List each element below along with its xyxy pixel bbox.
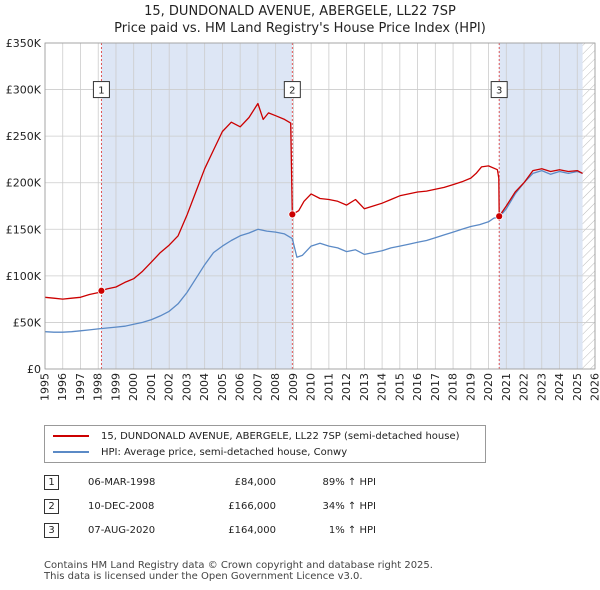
y-tick-label: £0 bbox=[27, 363, 41, 376]
x-tick-label: 2017 bbox=[429, 373, 442, 401]
legend: 15, DUNDONALD AVENUE, ABERGELE, LL22 7SP… bbox=[44, 425, 486, 463]
sale-price: £166,000 bbox=[228, 500, 276, 512]
plot-border bbox=[44, 42, 596, 370]
y-tick-label: £50K bbox=[13, 316, 42, 329]
x-tick-label: 2026 bbox=[589, 373, 600, 401]
x-tick-label: 2020 bbox=[482, 373, 495, 401]
x-tick-label: 1996 bbox=[56, 373, 69, 401]
x-tick-label: 2011 bbox=[322, 373, 335, 401]
sale-hpi-diff: 1% ↑ HPI bbox=[328, 524, 376, 536]
x-tick-label: 2003 bbox=[180, 373, 193, 401]
shaded-period bbox=[101, 43, 293, 369]
x-tick-label: 2001 bbox=[145, 373, 158, 401]
sale-number-badge: 3 bbox=[44, 522, 59, 538]
x-tick-label: 2018 bbox=[447, 373, 460, 401]
sale-point bbox=[97, 286, 106, 295]
property-price-line bbox=[44, 102, 583, 300]
sale-date: 06-MAR-1998 bbox=[88, 476, 156, 488]
y-tick-label: £300K bbox=[6, 84, 42, 97]
sale-label-box bbox=[283, 81, 301, 99]
x-tick-label: 2015 bbox=[393, 373, 406, 401]
sale-number-badge: 2 bbox=[44, 498, 59, 514]
sale-label-box bbox=[92, 81, 110, 99]
sale-label-number: 2 bbox=[289, 86, 295, 97]
x-tick-label: 2009 bbox=[287, 373, 300, 401]
sale-date: 07-AUG-2020 bbox=[88, 524, 156, 536]
sale-hpi-diff: 34% ↑ HPI bbox=[322, 500, 376, 512]
table-row: 1 06-MAR-1998 £84,000 89% ↑ HPI bbox=[44, 470, 376, 494]
footer-licence: This data is licensed under the Open Gov… bbox=[44, 571, 363, 582]
sale-price: £84,000 bbox=[234, 476, 276, 488]
x-tick-label: 2012 bbox=[340, 373, 353, 401]
x-tick-label: 2021 bbox=[500, 373, 513, 401]
y-tick-label: £250K bbox=[6, 130, 42, 143]
x-tick-label: 2013 bbox=[358, 373, 371, 401]
x-tick-label: 1995 bbox=[39, 373, 52, 401]
x-tick-label: 2002 bbox=[163, 373, 176, 401]
sale-point bbox=[495, 212, 504, 221]
table-row: 3 07-AUG-2020 £164,000 1% ↑ HPI bbox=[44, 518, 376, 542]
sale-label-box bbox=[490, 81, 508, 99]
y-tick-label: £200K bbox=[6, 177, 42, 190]
x-tick-label: 2025 bbox=[571, 373, 584, 401]
chart-title: 15, DUNDONALD AVENUE, ABERGELE, LL22 7SP bbox=[144, 4, 456, 19]
x-tick-label: 1999 bbox=[109, 373, 122, 401]
sale-label-number: 3 bbox=[496, 86, 502, 97]
legend-swatch-hpi bbox=[53, 451, 89, 453]
sales-table: 1 06-MAR-1998 £84,000 89% ↑ HPI 2 10-DEC… bbox=[44, 470, 376, 542]
x-tick-label: 2006 bbox=[234, 373, 247, 401]
x-tick-label: 2010 bbox=[305, 373, 318, 401]
sale-hpi-diff: 89% ↑ HPI bbox=[322, 476, 376, 488]
sale-date: 10-DEC-2008 bbox=[88, 500, 155, 512]
legend-swatch-property bbox=[53, 435, 89, 437]
legend-label-hpi: HPI: Average price, semi-detached house,… bbox=[101, 446, 348, 458]
sale-label-number: 1 bbox=[98, 86, 104, 97]
sale-number-badge: 1 bbox=[44, 474, 59, 490]
x-tick-label: 2005 bbox=[216, 373, 229, 401]
footer: Contains HM Land Registry data © Crown c… bbox=[44, 560, 433, 582]
footer-copyright: Contains HM Land Registry data © Crown c… bbox=[44, 560, 433, 571]
table-row: 2 10-DEC-2008 £166,000 34% ↑ HPI bbox=[44, 494, 376, 518]
x-tick-label: 2022 bbox=[518, 373, 531, 401]
shaded-period bbox=[499, 43, 583, 369]
legend-label-property: 15, DUNDONALD AVENUE, ABERGELE, LL22 7SP… bbox=[101, 430, 460, 442]
sale-point bbox=[288, 210, 297, 219]
x-tick-label: 2000 bbox=[127, 373, 140, 401]
sale-price: £164,000 bbox=[228, 524, 276, 536]
x-tick-label: 1997 bbox=[74, 373, 87, 401]
x-tick-label: 2016 bbox=[411, 373, 424, 401]
legend-item-property: 15, DUNDONALD AVENUE, ABERGELE, LL22 7SP… bbox=[53, 429, 460, 443]
x-tick-label: 1998 bbox=[92, 373, 105, 401]
forecast-hatch bbox=[582, 43, 595, 369]
x-tick-label: 2023 bbox=[535, 373, 548, 401]
x-tick-label: 2019 bbox=[464, 373, 477, 401]
x-tick-label: 2024 bbox=[553, 373, 566, 401]
x-tick-label: 2004 bbox=[198, 373, 211, 401]
chart-subtitle: Price paid vs. HM Land Registry's House … bbox=[114, 21, 486, 36]
legend-item-hpi: HPI: Average price, semi-detached house,… bbox=[53, 445, 347, 459]
y-tick-label: £150K bbox=[6, 223, 42, 236]
x-tick-label: 2008 bbox=[269, 373, 282, 401]
y-tick-label: £100K bbox=[6, 270, 42, 283]
y-tick-label: £350K bbox=[6, 37, 42, 50]
x-tick-label: 2007 bbox=[251, 373, 264, 401]
x-tick-label: 2014 bbox=[376, 373, 389, 401]
price-chart: £0 £50K £100K £150K £200K £250K £300K £350K 1995… bbox=[6, 37, 600, 401]
